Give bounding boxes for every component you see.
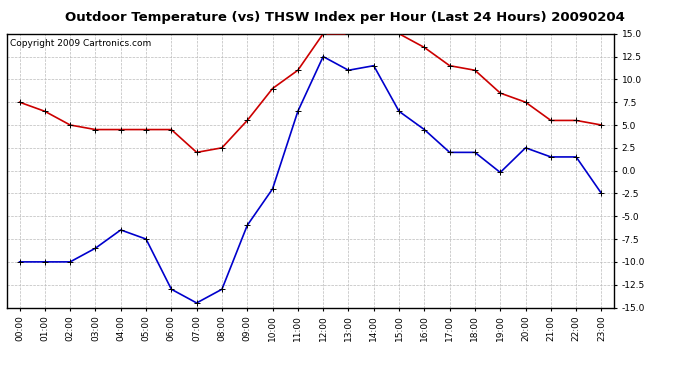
Text: Copyright 2009 Cartronics.com: Copyright 2009 Cartronics.com bbox=[10, 39, 151, 48]
Text: Outdoor Temperature (vs) THSW Index per Hour (Last 24 Hours) 20090204: Outdoor Temperature (vs) THSW Index per … bbox=[65, 11, 625, 24]
